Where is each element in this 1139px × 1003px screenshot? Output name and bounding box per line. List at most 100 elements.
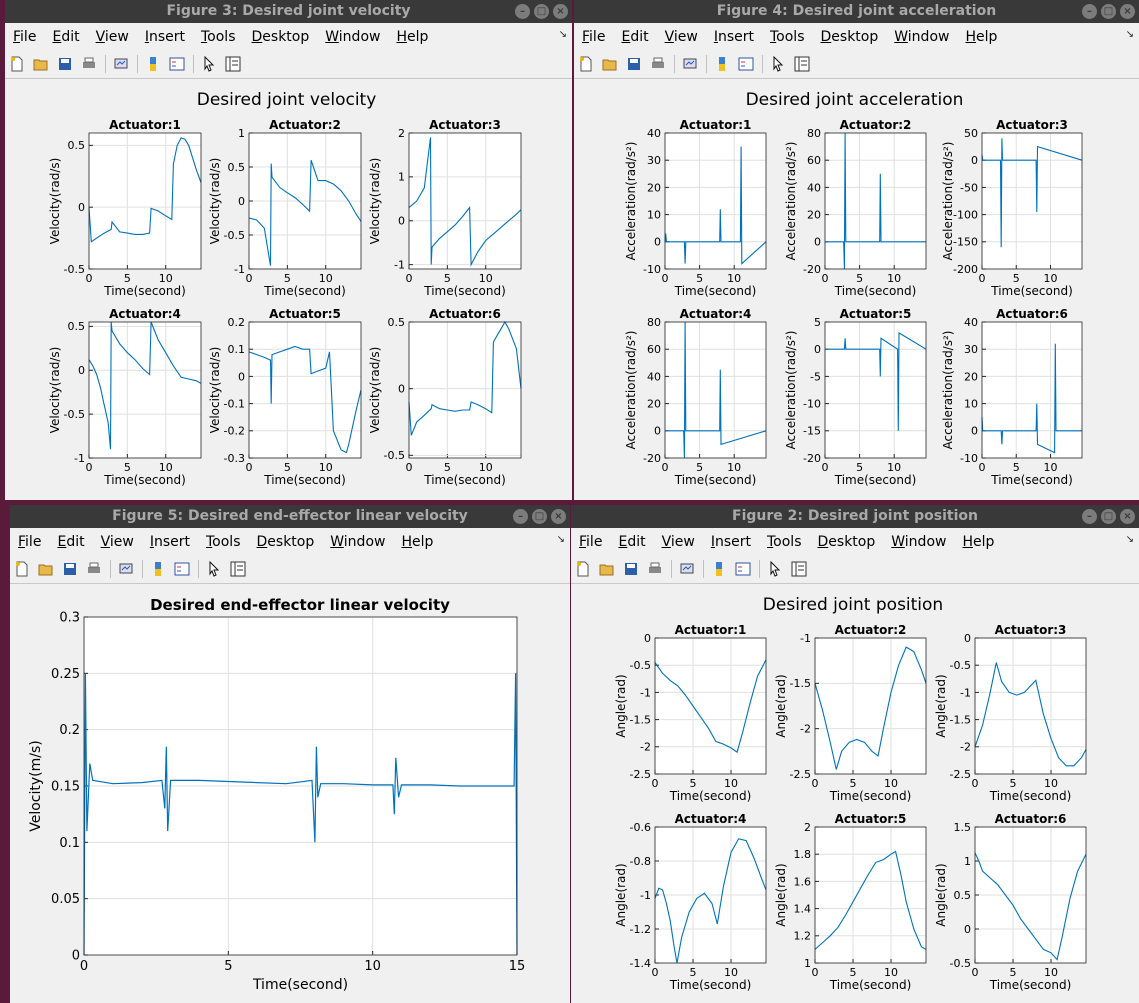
menu-view[interactable]: View (95, 29, 129, 45)
menu-edit[interactable]: Edit (57, 534, 85, 550)
insert-legend-icon[interactable] (735, 561, 751, 577)
menu-help[interactable]: Help (965, 29, 998, 45)
menu-help[interactable]: Help (962, 534, 995, 550)
property-inspector-icon[interactable] (794, 56, 810, 72)
edit-plot-icon[interactable] (770, 55, 786, 72)
property-inspector-icon[interactable] (225, 56, 241, 72)
menu-edit[interactable]: Edit (621, 29, 649, 45)
menu-edit[interactable]: Edit (52, 29, 80, 45)
axes-box (664, 132, 767, 270)
close-button[interactable]: × (1120, 4, 1135, 19)
dock-arrow-icon[interactable]: ↘ (558, 29, 567, 40)
minimize-button[interactable]: – (513, 509, 528, 524)
print-icon[interactable] (81, 56, 97, 72)
link-plot-icon[interactable] (679, 561, 695, 577)
print-icon[interactable] (647, 561, 663, 577)
dock-arrow-icon[interactable]: ↘ (1125, 29, 1134, 40)
close-button[interactable]: × (1120, 509, 1135, 524)
maximize-button[interactable]: □ (1101, 509, 1116, 524)
close-button[interactable]: × (553, 4, 568, 19)
dock-arrow-icon[interactable]: ↘ (1125, 534, 1134, 545)
insert-legend-icon[interactable] (738, 56, 754, 72)
minimize-button[interactable]: – (515, 4, 530, 19)
menu-insert[interactable]: Insert (149, 534, 190, 550)
axes-box (88, 132, 202, 270)
menu-file[interactable]: File (18, 534, 42, 550)
figure5-window: Figure 5: Desired end-effector linear ve… (10, 505, 570, 1003)
open-file-icon[interactable] (599, 561, 615, 577)
property-inspector-icon[interactable] (791, 561, 807, 577)
property-inspector-icon[interactable] (230, 561, 246, 577)
subplot-title: Actuator:3 (429, 118, 501, 132)
open-file-icon[interactable] (38, 561, 54, 577)
menu-tools[interactable]: Tools (766, 534, 802, 550)
edit-plot-icon[interactable] (206, 560, 222, 577)
save-icon[interactable] (623, 561, 639, 577)
insert-colorbar-icon[interactable] (145, 56, 161, 72)
menu-desktop[interactable]: Desktop (817, 534, 876, 550)
menu-insert[interactable]: Insert (710, 534, 751, 550)
open-file-icon[interactable] (602, 56, 618, 72)
menu-window[interactable]: Window (330, 534, 386, 550)
edit-plot-icon[interactable] (767, 560, 783, 577)
window-titlebar[interactable]: Figure 3: Desired joint velocity – □ × (5, 0, 572, 23)
insert-colorbar-icon[interactable] (150, 561, 166, 577)
insert-colorbar-icon[interactable] (711, 561, 727, 577)
window-titlebar[interactable]: Figure 4: Desired joint acceleration – □ × (574, 0, 1139, 23)
menu-tools[interactable]: Tools (205, 534, 241, 550)
menu-window[interactable]: Window (891, 534, 947, 550)
menu-edit[interactable]: Edit (618, 534, 646, 550)
menu-view[interactable]: View (664, 29, 698, 45)
print-icon[interactable] (86, 561, 102, 577)
link-plot-icon[interactable] (113, 56, 129, 72)
menu-view[interactable]: View (100, 534, 134, 550)
menu-view[interactable]: View (661, 534, 695, 550)
menu-insert[interactable]: Insert (144, 29, 185, 45)
menu-window[interactable]: Window (325, 29, 381, 45)
x-tick-label: 0 (812, 777, 819, 790)
open-file-icon[interactable] (33, 56, 49, 72)
close-button[interactable]: × (551, 509, 566, 524)
maximize-button[interactable]: □ (532, 509, 547, 524)
minimize-button[interactable]: – (1082, 509, 1097, 524)
maximize-button[interactable]: □ (1101, 4, 1116, 19)
y-tick-label: 40 (647, 370, 661, 383)
dock-arrow-icon[interactable]: ↘ (556, 534, 565, 545)
menu-tools[interactable]: Tools (200, 29, 236, 45)
menu-desktop[interactable]: Desktop (820, 29, 879, 45)
menu-window[interactable]: Window (894, 29, 950, 45)
new-figure-icon[interactable] (14, 561, 30, 577)
save-icon[interactable] (57, 56, 73, 72)
link-plot-icon[interactable] (118, 561, 134, 577)
menu-desktop[interactable]: Desktop (256, 534, 315, 550)
new-figure-icon[interactable] (9, 56, 25, 72)
print-icon[interactable] (650, 56, 666, 72)
new-figure-icon[interactable] (575, 561, 591, 577)
minimize-button[interactable]: – (1082, 4, 1097, 19)
menu-file[interactable]: File (579, 534, 603, 550)
link-plot-icon[interactable] (682, 56, 698, 72)
menu-tools[interactable]: Tools (769, 29, 805, 45)
menu-help[interactable]: Help (401, 534, 434, 550)
menu-desktop[interactable]: Desktop (251, 29, 310, 45)
insert-colorbar-icon[interactable] (714, 56, 730, 72)
save-icon[interactable] (626, 56, 642, 72)
y-tick-label: 0.1 (59, 836, 80, 851)
new-figure-icon[interactable] (578, 56, 594, 72)
toolbar-separator (198, 560, 199, 578)
insert-legend-icon[interactable] (174, 561, 190, 577)
menu-help[interactable]: Help (396, 29, 429, 45)
x-tick-label: 10 (319, 461, 333, 474)
edit-plot-icon[interactable] (201, 55, 217, 72)
window-titlebar[interactable]: Figure 5: Desired end-effector linear ve… (10, 505, 570, 528)
menu-file[interactable]: File (582, 29, 606, 45)
window-titlebar[interactable]: Figure 2: Desired joint position – □ × (571, 505, 1139, 528)
menu-insert[interactable]: Insert (713, 29, 754, 45)
x-tick-label: 10 (724, 777, 738, 790)
y-axis-label: Acceleration(rad/s²) (784, 331, 798, 450)
plot-area (409, 133, 521, 269)
maximize-button[interactable]: □ (534, 4, 549, 19)
save-icon[interactable] (62, 561, 78, 577)
menu-file[interactable]: File (13, 29, 37, 45)
insert-legend-icon[interactable] (169, 56, 185, 72)
